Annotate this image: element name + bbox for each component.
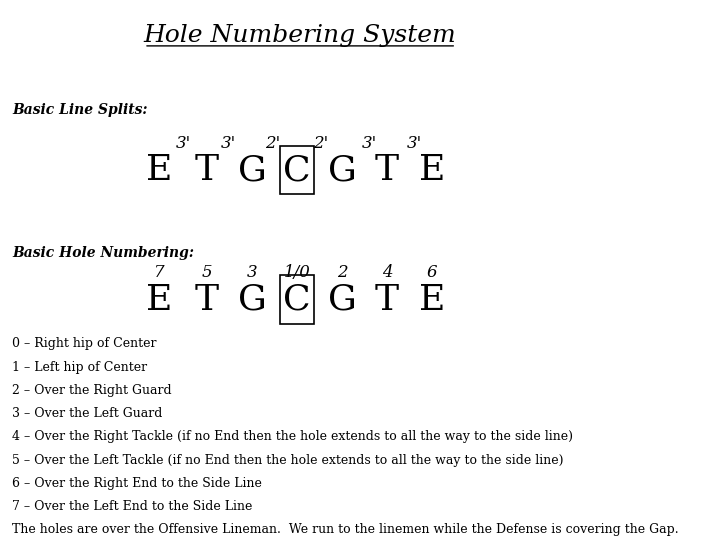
Text: 3': 3' (361, 134, 377, 152)
Text: E: E (146, 153, 172, 187)
Text: G: G (238, 282, 266, 316)
Text: 0 – Right hip of Center: 0 – Right hip of Center (12, 338, 156, 350)
Text: T: T (195, 153, 219, 187)
Text: 3 – Over the Left Guard: 3 – Over the Left Guard (12, 407, 163, 420)
Text: C: C (283, 282, 311, 316)
Text: 6 – Over the Right End to the Side Line: 6 – Over the Right End to the Side Line (12, 477, 262, 490)
Text: 5: 5 (202, 264, 212, 281)
Text: Basic Hole Numbering:: Basic Hole Numbering: (12, 246, 194, 260)
Text: 3: 3 (247, 264, 258, 281)
Text: 2 – Over the Right Guard: 2 – Over the Right Guard (12, 384, 171, 397)
Text: T: T (375, 153, 399, 187)
Text: 2: 2 (337, 264, 348, 281)
Text: 6: 6 (427, 264, 438, 281)
Text: 7: 7 (154, 264, 164, 281)
Text: 4 – Over the Right Tackle (if no End then the hole extends to all the way to the: 4 – Over the Right Tackle (if no End the… (12, 430, 573, 443)
Text: 2': 2' (266, 134, 281, 152)
Text: 7 – Over the Left End to the Side Line: 7 – Over the Left End to the Side Line (12, 500, 253, 513)
Text: G: G (238, 153, 266, 187)
Text: 3': 3' (176, 134, 191, 152)
Text: G: G (328, 153, 356, 187)
Text: 4: 4 (382, 264, 392, 281)
Text: G: G (328, 282, 356, 316)
Text: T: T (375, 282, 399, 316)
Text: C: C (283, 153, 311, 187)
Text: 1 – Left hip of Center: 1 – Left hip of Center (12, 361, 147, 374)
Text: E: E (419, 282, 446, 316)
Text: 3': 3' (220, 134, 235, 152)
Text: E: E (146, 282, 172, 316)
Text: 2': 2' (313, 134, 329, 152)
Text: Hole Numbering System: Hole Numbering System (144, 24, 456, 48)
Text: The holes are over the Offensive Lineman.  We run to the linemen while the Defen: The holes are over the Offensive Lineman… (12, 523, 679, 536)
Text: 1/0: 1/0 (284, 264, 310, 281)
Text: E: E (419, 153, 446, 187)
Text: Basic Line Splits:: Basic Line Splits: (12, 103, 148, 117)
Text: T: T (195, 282, 219, 316)
Text: 5 – Over the Left Tackle (if no End then the hole extends to all the way to the : 5 – Over the Left Tackle (if no End then… (12, 454, 564, 467)
Text: 3': 3' (407, 134, 422, 152)
